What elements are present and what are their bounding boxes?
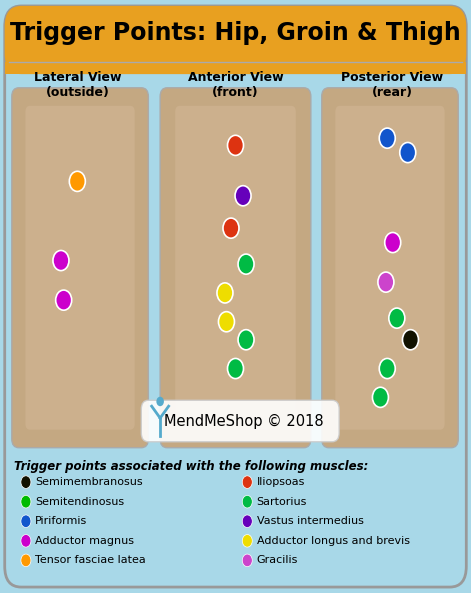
Circle shape xyxy=(21,476,31,489)
Circle shape xyxy=(400,142,416,162)
Circle shape xyxy=(242,515,252,528)
Text: Vastus intermedius: Vastus intermedius xyxy=(257,517,364,526)
Circle shape xyxy=(385,232,401,253)
FancyBboxPatch shape xyxy=(322,88,458,448)
Circle shape xyxy=(156,397,164,406)
Text: Adductor magnus: Adductor magnus xyxy=(35,536,134,546)
Circle shape xyxy=(242,495,252,508)
Circle shape xyxy=(21,534,31,547)
Text: Piriformis: Piriformis xyxy=(35,517,88,526)
Circle shape xyxy=(378,272,394,292)
Circle shape xyxy=(21,495,31,508)
Circle shape xyxy=(238,330,254,350)
Text: Sartorius: Sartorius xyxy=(257,497,307,506)
Text: Iliopsoas: Iliopsoas xyxy=(257,477,305,487)
FancyBboxPatch shape xyxy=(160,88,311,448)
Text: Anterior View
(front): Anterior View (front) xyxy=(187,71,284,100)
Circle shape xyxy=(242,554,252,567)
Circle shape xyxy=(373,387,389,407)
Text: MendMeShop © 2018: MendMeShop © 2018 xyxy=(164,413,324,429)
Circle shape xyxy=(53,250,69,270)
FancyBboxPatch shape xyxy=(5,6,466,74)
Circle shape xyxy=(403,330,418,350)
Circle shape xyxy=(238,254,254,274)
FancyBboxPatch shape xyxy=(335,106,445,430)
Circle shape xyxy=(227,135,244,155)
FancyBboxPatch shape xyxy=(5,6,466,587)
FancyBboxPatch shape xyxy=(141,400,339,442)
Text: Tensor fasciae latea: Tensor fasciae latea xyxy=(35,556,146,565)
Text: Adductor longus and brevis: Adductor longus and brevis xyxy=(257,536,410,546)
Text: Gracilis: Gracilis xyxy=(257,556,298,565)
Circle shape xyxy=(219,312,235,332)
Circle shape xyxy=(69,171,85,192)
Circle shape xyxy=(389,308,405,328)
Circle shape xyxy=(21,515,31,528)
Circle shape xyxy=(242,534,252,547)
Text: Semitendinosus: Semitendinosus xyxy=(35,497,124,506)
Text: Trigger Points: Hip, Groin & Thigh: Trigger Points: Hip, Groin & Thigh xyxy=(10,21,461,44)
Text: Semimembranosus: Semimembranosus xyxy=(35,477,143,487)
FancyBboxPatch shape xyxy=(25,106,135,430)
Text: Lateral View
(outside): Lateral View (outside) xyxy=(34,71,122,100)
Circle shape xyxy=(227,358,244,378)
Circle shape xyxy=(242,476,252,489)
Circle shape xyxy=(379,128,395,148)
Circle shape xyxy=(223,218,239,238)
FancyBboxPatch shape xyxy=(12,88,148,448)
Circle shape xyxy=(235,186,251,206)
Text: Trigger points associated with the following muscles:: Trigger points associated with the follo… xyxy=(14,460,368,473)
Text: Posterior View
(rear): Posterior View (rear) xyxy=(341,71,443,100)
Circle shape xyxy=(217,283,233,303)
Bar xyxy=(5,62,466,74)
Circle shape xyxy=(379,358,395,378)
Circle shape xyxy=(21,554,31,567)
Circle shape xyxy=(56,290,72,310)
FancyBboxPatch shape xyxy=(175,106,296,430)
